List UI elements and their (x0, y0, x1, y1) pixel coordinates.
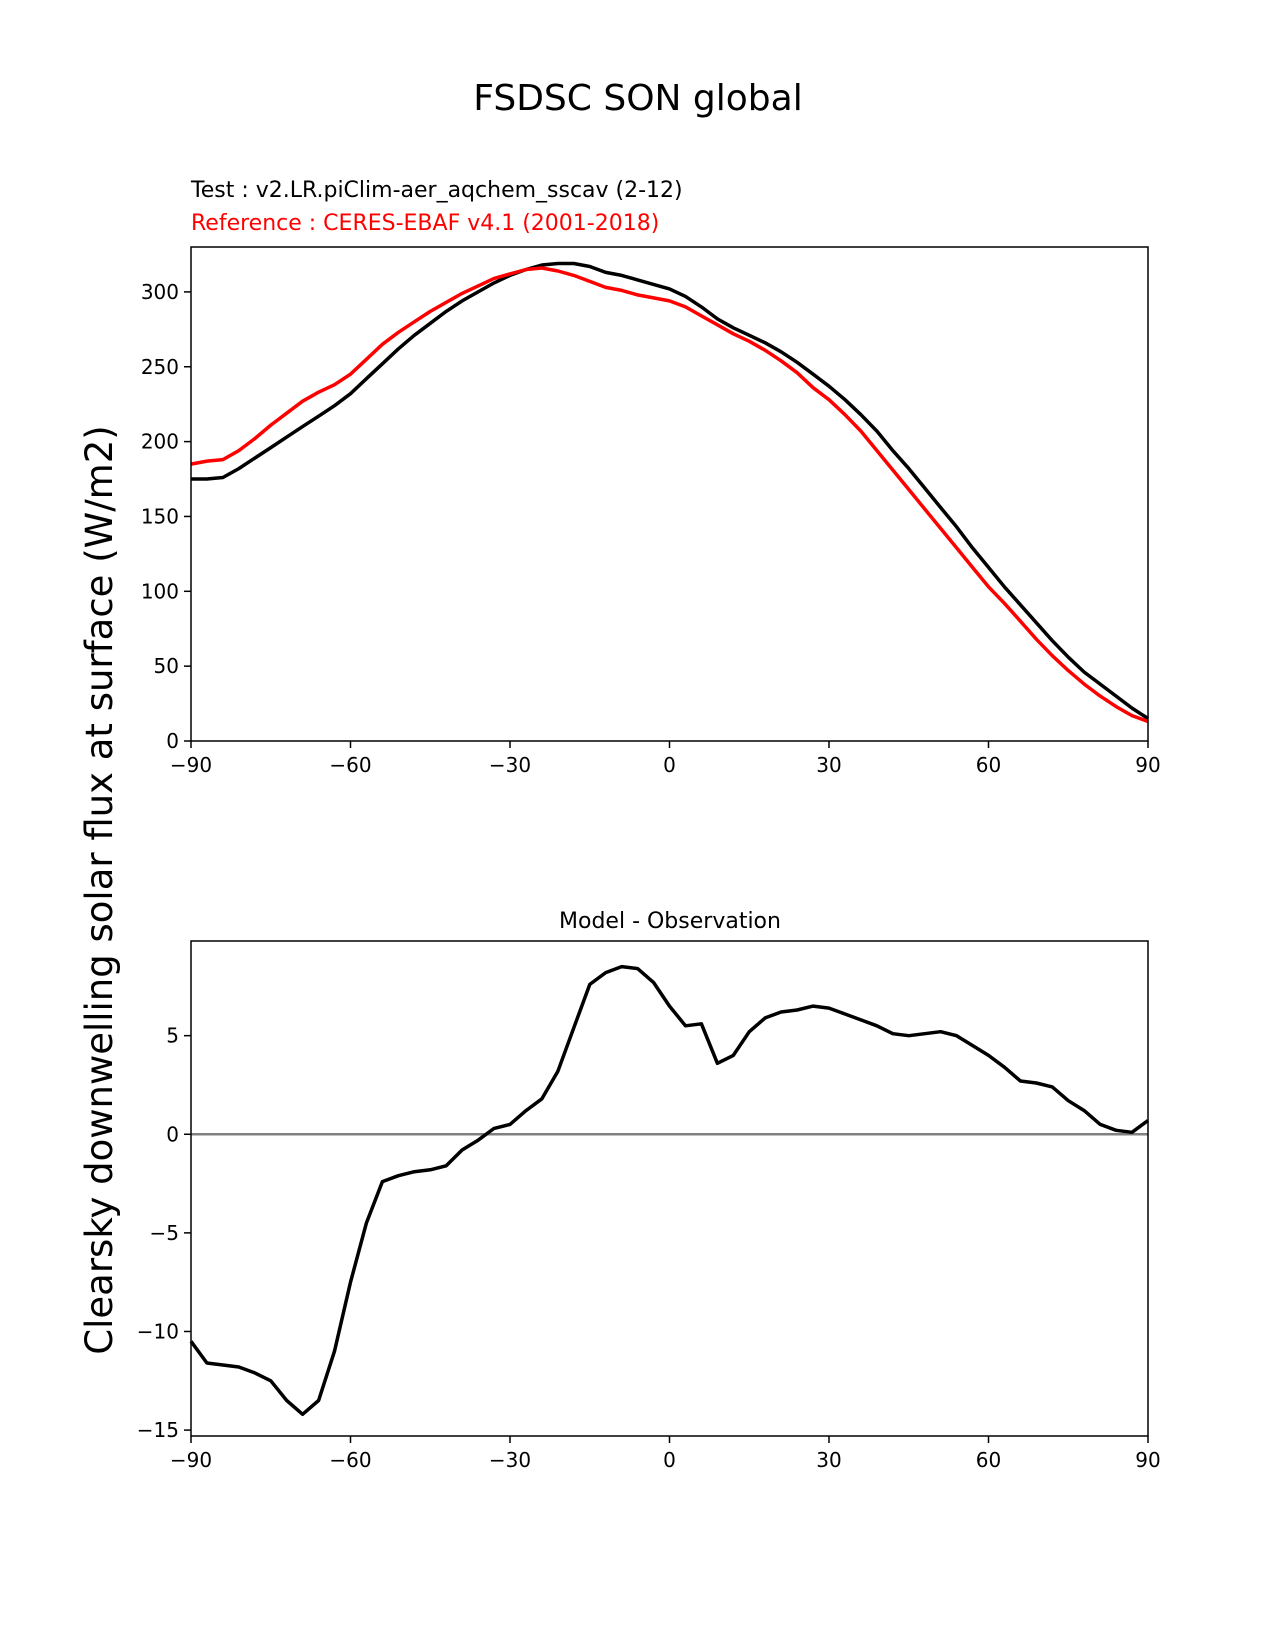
series-line-reference (190, 266, 1149, 724)
reference-label: Reference : CERES-EBAF v4.1 (2001-2018) (191, 211, 659, 236)
y-tick-label: −15 (137, 1418, 179, 1442)
top-panel-plot: −90 −60 −30 0 30 60 90 0 50 100 150 200 250 300 (141, 246, 1161, 777)
y-tick-label: −5 (150, 1221, 179, 1245)
y-tick-label: 5 (166, 1024, 179, 1048)
y-tick-label: 0 (166, 1122, 179, 1146)
x-tick-label: 30 (816, 1448, 841, 1472)
y-tick-label: 50 (154, 654, 179, 678)
y-tick-label: −10 (137, 1319, 179, 1343)
axes-frame (190, 246, 1149, 742)
y-tick-label: 250 (141, 355, 179, 379)
x-tick-label: 30 (816, 753, 841, 777)
diff-panel-title: Model - Observation (559, 909, 781, 934)
x-tick-label: 90 (1135, 753, 1160, 777)
x-tick-label: 0 (663, 753, 676, 777)
x-tick-label: 90 (1135, 1448, 1160, 1472)
y-tick-label: 300 (141, 280, 179, 304)
figure-title: FSDSC SON global (473, 78, 802, 119)
series-line-model-observation (189, 964, 1150, 1417)
y-tick-label: 200 (141, 430, 179, 454)
x-tick-label: 60 (976, 1448, 1001, 1472)
series-line-test (191, 261, 1149, 720)
x-tick-label: −60 (329, 1448, 371, 1472)
y-tick-label: 100 (141, 579, 179, 603)
y-tick-label: 150 (141, 504, 179, 528)
axes-frame (190, 940, 1149, 1437)
x-tick-label: 60 (976, 753, 1001, 777)
difference-panel-plot: −90 −60 −30 0 30 60 90 −15 −10 −5 0 5 (137, 940, 1161, 1472)
y-tick-label: 0 (166, 729, 179, 753)
x-tick-label: −30 (489, 1448, 531, 1472)
x-tick-label: −60 (329, 753, 371, 777)
x-tick-label: −90 (170, 753, 212, 777)
x-tick-label: −30 (489, 753, 531, 777)
x-tick-label: −90 (170, 1448, 212, 1472)
y-axis-label: Clearsky downwelling solar flux at surfa… (78, 425, 121, 1354)
test-label: Test : v2.LR.piClim-aer_aqchem_sscav (2-… (190, 178, 683, 203)
x-tick-label: 0 (663, 1448, 676, 1472)
